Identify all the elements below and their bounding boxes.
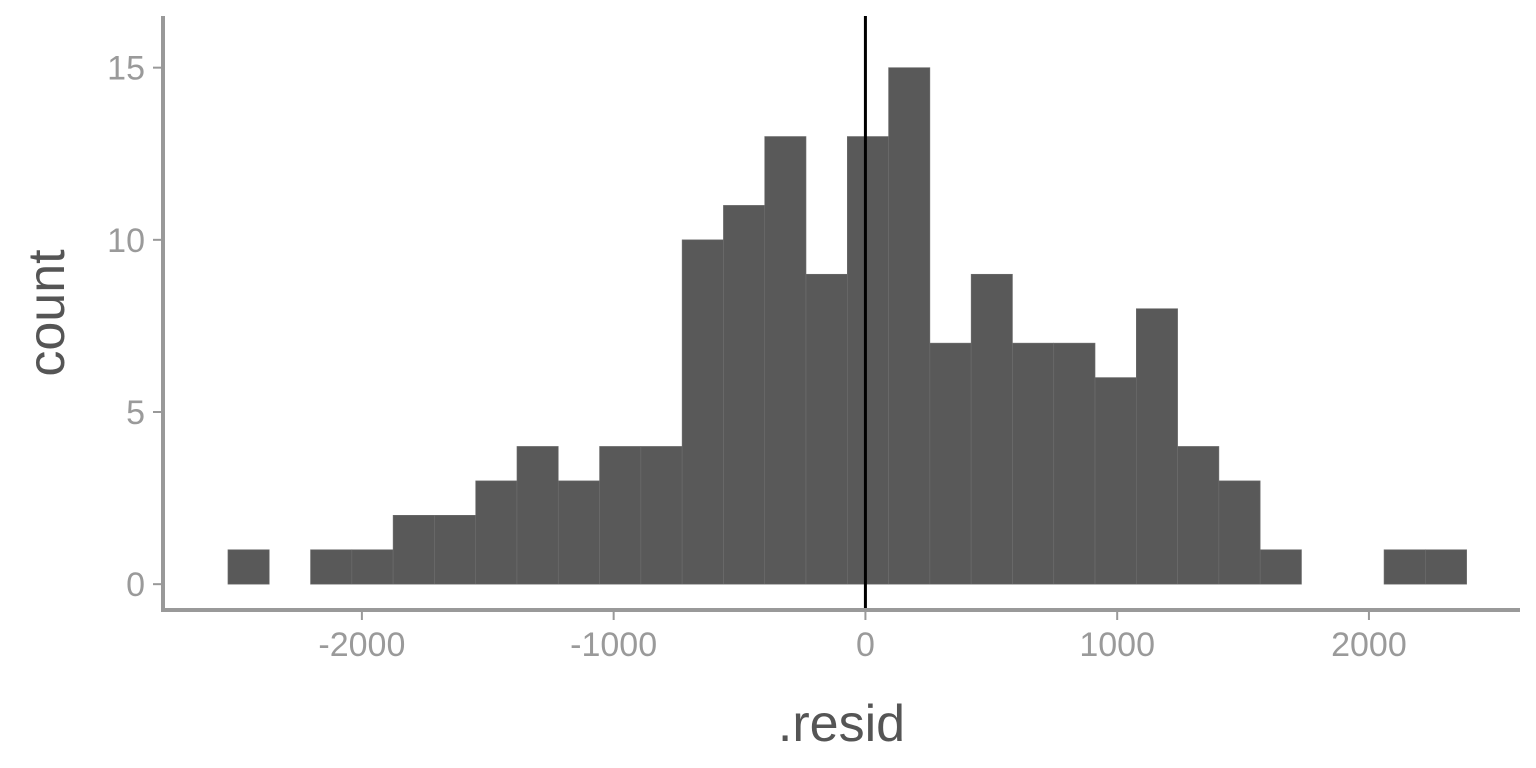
y-axis-ticks: 0 5 10 15	[107, 50, 163, 604]
histogram-bar-13	[764, 136, 807, 585]
histogram-bar-21	[1094, 377, 1137, 585]
histogram-bar-17	[929, 342, 972, 585]
histogram-bar-3	[351, 549, 394, 585]
histogram-bar-24	[1218, 480, 1261, 585]
x-tick-label: -1000	[570, 626, 657, 664]
histogram-bar-14	[805, 273, 848, 585]
histogram-bar-2	[310, 549, 353, 585]
histogram-bar-8	[557, 480, 600, 585]
histogram-bar-15	[846, 136, 889, 585]
histogram-bars	[227, 67, 1467, 585]
y-axis-title: count	[18, 249, 76, 377]
histogram-bar-12	[723, 205, 766, 585]
histogram-bar-10	[640, 446, 683, 585]
histogram-bar-7	[516, 446, 559, 585]
x-tick-label: 1000	[1079, 626, 1155, 664]
histogram-bar-20	[1053, 342, 1096, 585]
histogram-bar-5	[434, 515, 476, 585]
histogram-bar-0	[227, 549, 270, 585]
histogram-bar-16	[888, 67, 931, 585]
x-tick-label: 2000	[1331, 626, 1407, 664]
histogram-bar-6	[475, 480, 518, 585]
x-axis-title: .resid	[778, 695, 905, 753]
y-tick-label: 15	[107, 50, 145, 88]
y-tick-label: 0	[126, 566, 145, 604]
histogram-bar-19	[1012, 342, 1055, 585]
x-tick-label: 0	[856, 626, 875, 664]
histogram-bar-23	[1177, 446, 1220, 585]
y-tick-label: 5	[126, 394, 145, 432]
histogram-bar-25	[1259, 549, 1302, 585]
histogram-bar-22	[1136, 308, 1178, 585]
x-tick-label: -2000	[318, 626, 405, 664]
histogram-bar-18	[970, 273, 1013, 585]
histogram-bar-9	[599, 446, 642, 585]
histogram-bar-28	[1383, 549, 1426, 585]
y-tick-label: 10	[107, 222, 145, 260]
x-axis-ticks: -2000 -1000 0 1000 2000	[318, 610, 1407, 664]
histogram-bar-4	[392, 515, 435, 585]
histogram-bar-11	[681, 239, 724, 585]
histogram-bar-29	[1425, 549, 1467, 585]
